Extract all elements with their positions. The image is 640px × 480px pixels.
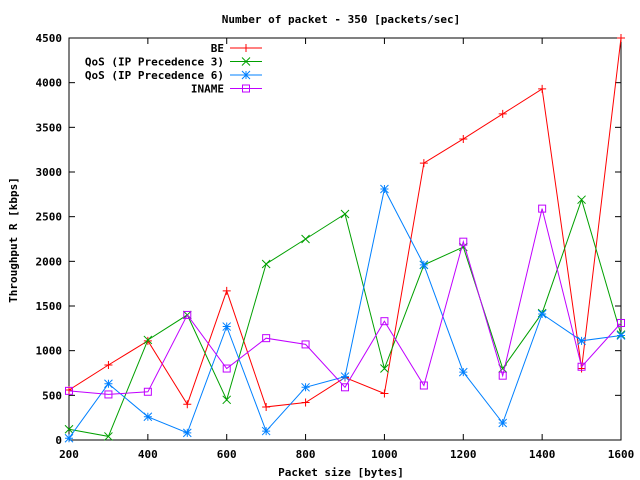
series-4-point <box>419 381 428 390</box>
y-tick-label: 3500 <box>36 121 63 134</box>
series-1 <box>65 34 625 411</box>
series-1-point <box>498 109 507 118</box>
series-1-point <box>538 84 547 93</box>
series-3-point <box>340 372 350 381</box>
legend-label: BE <box>211 42 224 55</box>
legend-swatch-marker <box>242 44 250 52</box>
series-4-point <box>341 383 349 392</box>
series-1-point <box>222 286 231 295</box>
series-3-point <box>64 433 74 443</box>
series-2-point <box>222 395 232 405</box>
legend-label: QoS (IP Precedence 6) <box>85 69 224 82</box>
y-tick-label: 1500 <box>36 300 63 313</box>
series-3-point <box>301 382 310 392</box>
x-tick-label: 1000 <box>371 448 398 461</box>
series-2-point <box>261 259 271 269</box>
y-tick-label: 0 <box>55 434 62 447</box>
series-1-point <box>301 398 310 407</box>
series-4-point <box>262 334 271 343</box>
series-2-point <box>64 424 74 434</box>
legend-label: INAME <box>191 83 224 96</box>
y-tick-label: 2500 <box>36 211 63 224</box>
series-4-point <box>65 386 73 395</box>
series-4-point <box>301 340 310 349</box>
legend-swatch-marker <box>242 84 250 93</box>
series-2-point <box>577 195 586 205</box>
series-2-point <box>301 234 310 244</box>
series-2-point <box>104 432 113 441</box>
series-3-point <box>458 367 468 377</box>
x-tick-label: 200 <box>59 448 79 461</box>
y-tick-label: 3000 <box>36 166 63 179</box>
x-tick-label: 1200 <box>450 448 477 461</box>
series-4-point <box>222 364 231 373</box>
series-2-point <box>340 209 350 219</box>
series-3-point <box>577 336 586 346</box>
series-3 <box>64 184 626 443</box>
series-1-line <box>68 37 622 408</box>
series-4-point <box>104 390 113 399</box>
series-1-point <box>262 402 271 411</box>
series-4-point <box>538 204 547 213</box>
series-1-point <box>183 400 192 409</box>
series-3-point <box>498 418 508 428</box>
series-3-point <box>104 379 113 389</box>
plot-area-frame <box>68 37 622 441</box>
series-1-point <box>459 134 468 143</box>
x-tick-label: 600 <box>217 448 237 461</box>
series-4-point <box>617 318 625 327</box>
series-4-point <box>498 371 507 380</box>
legend-swatch-marker <box>241 70 251 80</box>
y-tick-label: 4500 <box>36 32 63 45</box>
y-tick-label: 500 <box>42 389 62 402</box>
x-tick-label: 800 <box>296 448 316 461</box>
series-1-point <box>104 360 113 369</box>
series-4-point <box>183 310 192 319</box>
x-tick-label: 400 <box>138 448 158 461</box>
series-2-point <box>380 364 389 373</box>
series-3-point <box>143 412 153 422</box>
series-2-point <box>143 335 153 345</box>
series-3-point <box>222 322 232 331</box>
legend-label: QoS (IP Precedence 3) <box>85 56 224 69</box>
series-3-point <box>182 428 192 438</box>
y-tick-label: 1000 <box>36 345 63 358</box>
series-4 <box>65 204 625 399</box>
series-3-point <box>616 331 626 340</box>
series-1-point <box>617 34 625 42</box>
series-4-point <box>577 362 586 371</box>
series-3-point <box>261 426 271 436</box>
chart-title: Number of packet - 350 [packets/sec] <box>222 13 460 26</box>
series-4-point <box>143 387 152 396</box>
series-1-point <box>419 159 428 168</box>
y-tick-label: 2000 <box>36 255 63 268</box>
legend-swatch-marker <box>241 57 251 66</box>
y-tick-label: 4000 <box>36 77 63 90</box>
y-axis-label: Throughput R [kbps] <box>7 177 20 303</box>
series-3-point <box>380 184 389 194</box>
series-1-point <box>380 389 389 398</box>
series-4-point <box>380 317 389 326</box>
series-layer <box>64 34 626 443</box>
series-4-point <box>459 237 468 246</box>
x-tick-label: 1400 <box>529 448 556 461</box>
series-4-line <box>68 208 622 395</box>
axis-ticks: 0 500 1000 1500 2000 2500 3000 3500 4000 4500 200 4… <box>36 32 635 461</box>
series-3-point <box>537 309 547 319</box>
x-axis-label: Packet size [bytes] <box>278 466 404 479</box>
x-tick-label: 1600 <box>608 448 635 461</box>
series-3-point <box>419 260 429 270</box>
